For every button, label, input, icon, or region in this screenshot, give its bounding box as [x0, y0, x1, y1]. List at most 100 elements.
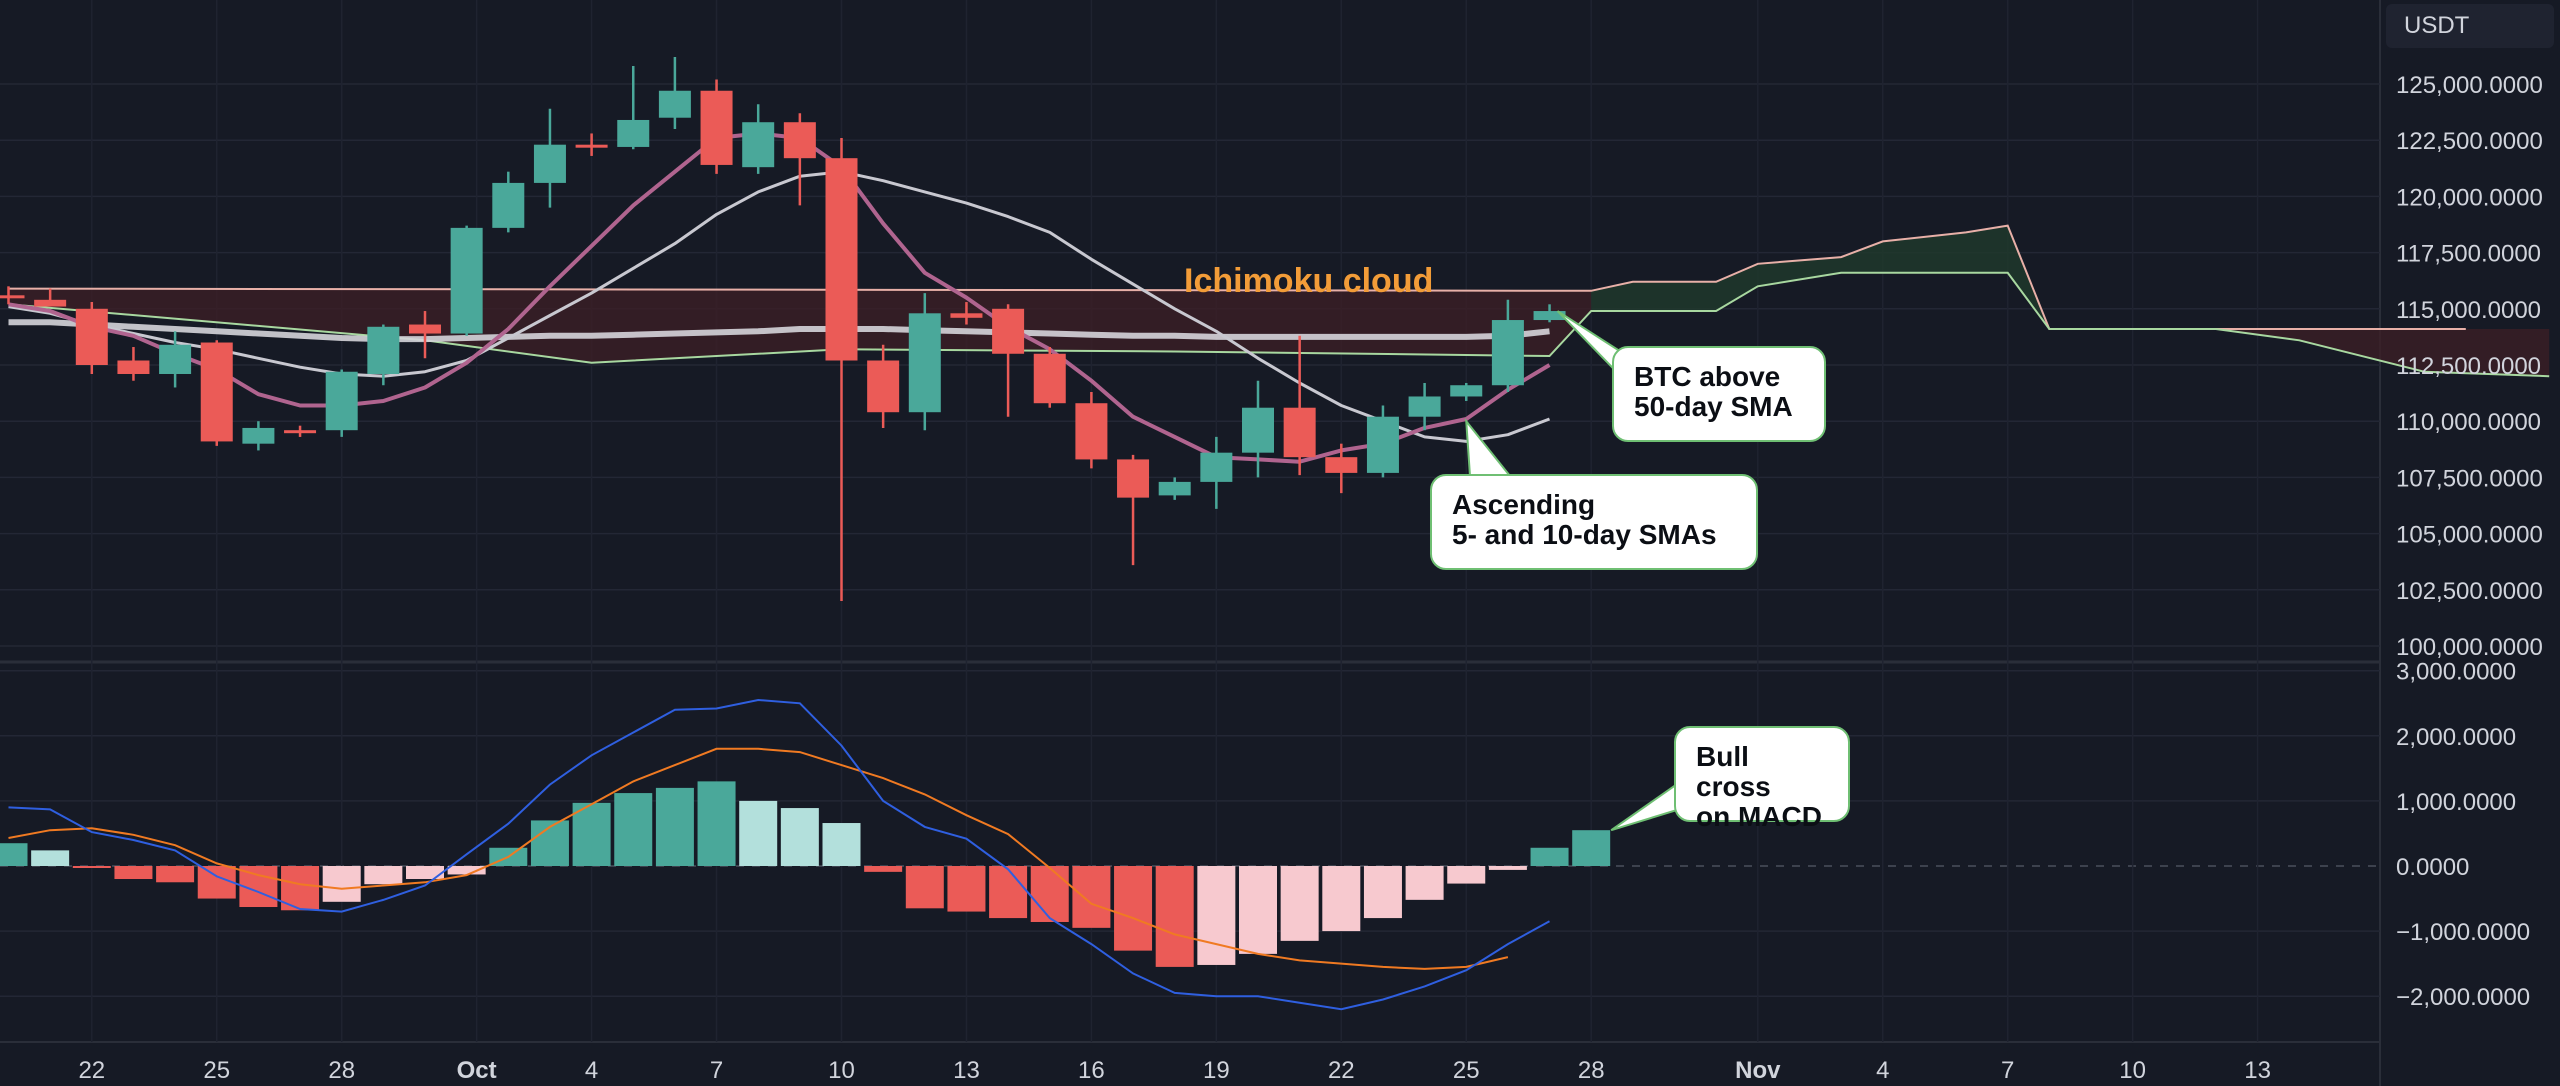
callout-ascending-smas: Ascending 5- and 10-day SMAs [1430, 474, 1758, 570]
macd-histogram-bar [1197, 866, 1236, 965]
candle-body [1450, 385, 1483, 397]
callout-pointer [1465, 418, 1513, 477]
candle-body [1533, 311, 1566, 321]
cloud-leading-span-b [8, 271, 2550, 378]
macd-histogram-bar [1155, 866, 1194, 967]
time-tick-label: 16 [1078, 1057, 1105, 1084]
time-tick-label: 4 [585, 1057, 598, 1084]
time-tick-label: 4 [1876, 1057, 1889, 1084]
macd-histogram-bar [739, 800, 778, 866]
macd-histogram-bar [905, 866, 944, 909]
time-tick-label: 25 [1453, 1057, 1480, 1084]
macd-tick-label: −1,000.0000 [2396, 919, 2530, 946]
macd-signal-line [8, 747, 1509, 970]
macd-histogram-bar [989, 866, 1028, 919]
candle-body [367, 326, 400, 374]
callout-pointers [1465, 310, 1692, 832]
price-tick-label: 117,500.0000 [2396, 241, 2541, 268]
time-axis[interactable]: 22 25 28 Oct 4 7 10 13 16 19 22 25 28 Nov 4 7 10 13 [78, 1057, 2271, 1084]
price-tick-label: 125,000.0000 [2396, 72, 2543, 99]
price-tick-label: 112,500.0000 [2396, 353, 2541, 380]
macd-histogram-bar [1114, 866, 1153, 951]
price-tick-label: 100,000.0000 [2396, 634, 2543, 661]
macd-tick-label: 3,000.0000 [2396, 659, 2516, 686]
cloud-fill-bearish [8, 288, 1592, 363]
candle-body [1408, 396, 1441, 417]
callout-sma50: BTC above 50-day SMA [1612, 346, 1826, 442]
candle-body [242, 427, 275, 444]
macd-panel [0, 698, 1611, 1011]
macd-histogram-bar [364, 866, 403, 885]
time-tick-label: 13 [953, 1057, 980, 1084]
macd-histogram-bar [1530, 847, 1569, 866]
macd-tick-label: 2,000.0000 [2396, 724, 2516, 751]
candle-body [908, 313, 941, 413]
macd-histogram-bar [864, 866, 903, 872]
time-tick-label: 22 [78, 1057, 105, 1084]
candle-body [1117, 459, 1150, 498]
time-tick-label: 7 [710, 1057, 723, 1084]
candle-body [825, 158, 858, 361]
time-tick-label: 28 [328, 1057, 355, 1084]
candles [0, 57, 1566, 602]
price-tick-label: 107,500.0000 [2396, 465, 2543, 492]
time-tick-label: 10 [828, 1057, 855, 1084]
candle-body [617, 119, 650, 147]
macd-histogram-bar [406, 866, 444, 880]
time-tick-label: 22 [1328, 1057, 1355, 1084]
currency-badge[interactable]: USDT [2386, 4, 2554, 48]
time-tick-label: 28 [1578, 1057, 1605, 1084]
candle-body [533, 144, 566, 183]
candle-body [0, 295, 25, 299]
candle-body [950, 313, 983, 318]
macd-histogram-bar [322, 866, 361, 902]
sma10-line [8, 170, 1551, 443]
time-tick-label: 7 [2001, 1057, 2014, 1084]
candle-body [575, 144, 608, 148]
macd-histogram-bar [1447, 866, 1486, 884]
macd-histogram-bar [822, 823, 861, 866]
moving-averages [8, 131, 1551, 464]
price-tick-label: 102,500.0000 [2396, 578, 2543, 605]
cloud-fill-bullish [1591, 225, 2050, 329]
macd-histogram-bar [1280, 866, 1319, 941]
macd-tick-label: 0.0000 [2396, 854, 2469, 881]
sma50-line [8, 319, 1550, 343]
candle-body [1325, 457, 1358, 473]
macd-histogram-bar [614, 793, 653, 866]
candle-body [200, 342, 233, 442]
candle-body [34, 299, 67, 307]
candle-body [1158, 481, 1191, 496]
time-tick-label: Nov [1735, 1057, 1781, 1084]
macd-histogram-bar [780, 808, 819, 866]
price-tick-label: 105,000.0000 [2396, 522, 2543, 549]
ichimoku-cloud-label: Ichimoku cloud [1184, 262, 1434, 300]
candle-body [700, 90, 733, 165]
macd-histogram-bar [1405, 866, 1444, 900]
candle-body [992, 308, 1025, 354]
candle-body [1491, 320, 1524, 386]
time-tick-label: 19 [1203, 1057, 1230, 1084]
sma5-line [8, 131, 1551, 464]
macd-histogram-bar [156, 866, 195, 883]
macd-histogram-bar [31, 850, 70, 866]
price-axis[interactable]: 125,000.0000 122,500.0000 120,000.0000 117,… [2396, 72, 2543, 1011]
candle-body [1075, 403, 1108, 460]
macd-histogram-bar [1030, 866, 1069, 922]
macd-tick-label: 1,000.0000 [2396, 789, 2516, 816]
macd-histogram-bar [1572, 830, 1611, 866]
macd-histogram-bar [697, 781, 736, 866]
macd-tick-label: −2,000.0000 [2396, 984, 2530, 1011]
time-tick-label: 25 [203, 1057, 230, 1084]
macd-histogram-bar [1488, 866, 1527, 870]
candle-body [867, 360, 900, 413]
candle-body [159, 344, 192, 374]
candle-body [1200, 452, 1233, 482]
macd-histogram-bar [655, 787, 694, 866]
macd-histogram-bar [947, 866, 986, 912]
candle-body [450, 227, 483, 334]
macd-histogram-bar [1072, 866, 1111, 928]
macd-histogram-bar [0, 843, 28, 866]
